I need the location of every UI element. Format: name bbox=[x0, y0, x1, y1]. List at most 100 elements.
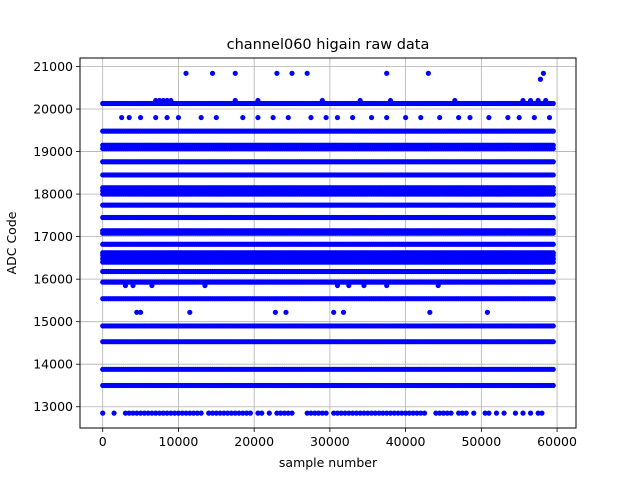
data-point bbox=[550, 382, 556, 389]
data-point bbox=[550, 366, 556, 372]
data-point bbox=[168, 410, 174, 416]
data-point bbox=[122, 410, 129, 416]
data-point bbox=[403, 410, 409, 416]
data-point bbox=[331, 309, 337, 315]
data-point bbox=[361, 410, 367, 416]
data-point bbox=[221, 410, 227, 416]
data-point bbox=[213, 410, 219, 416]
data-point bbox=[471, 410, 477, 416]
data-point bbox=[493, 410, 500, 416]
data-point bbox=[111, 410, 117, 416]
data-point bbox=[350, 410, 356, 416]
data-point bbox=[278, 410, 284, 416]
data-point bbox=[331, 410, 337, 416]
data-point bbox=[130, 410, 136, 416]
data-point bbox=[550, 279, 556, 285]
data-point bbox=[357, 410, 363, 416]
data-point bbox=[153, 410, 159, 416]
data-point bbox=[134, 309, 140, 315]
data-point bbox=[315, 410, 322, 416]
data-point bbox=[190, 410, 197, 416]
data-point bbox=[183, 410, 189, 416]
data-point bbox=[141, 410, 147, 416]
data-point bbox=[410, 410, 416, 416]
data-point bbox=[272, 309, 278, 315]
data-point bbox=[156, 410, 163, 416]
data-point bbox=[501, 410, 507, 416]
data-point bbox=[100, 410, 106, 416]
data-point bbox=[550, 202, 556, 208]
data-point bbox=[137, 410, 144, 416]
data-point bbox=[319, 410, 325, 416]
data-point bbox=[225, 410, 231, 416]
data-point bbox=[240, 410, 246, 416]
data-point bbox=[395, 410, 401, 416]
data-point bbox=[368, 410, 375, 416]
data-point bbox=[550, 323, 556, 329]
data-point bbox=[334, 410, 341, 416]
data-point bbox=[266, 410, 272, 416]
data-point bbox=[376, 410, 382, 416]
data-point bbox=[217, 410, 223, 416]
data-point bbox=[550, 228, 556, 234]
data-point bbox=[437, 410, 443, 416]
data-point bbox=[433, 410, 439, 416]
data-point bbox=[342, 410, 348, 416]
data-point bbox=[484, 309, 490, 315]
data-point bbox=[456, 410, 462, 416]
data-point bbox=[283, 309, 289, 315]
data-point bbox=[134, 410, 140, 416]
data-point bbox=[164, 410, 170, 416]
data-point bbox=[308, 410, 314, 416]
data-point bbox=[232, 410, 238, 416]
data-point bbox=[550, 296, 556, 302]
data-point bbox=[209, 410, 216, 416]
data-point bbox=[274, 410, 280, 416]
data-point bbox=[228, 410, 235, 416]
data-point bbox=[289, 410, 295, 416]
data-point bbox=[421, 410, 428, 416]
data-point bbox=[179, 410, 185, 416]
data-point bbox=[550, 214, 556, 221]
data-point bbox=[387, 410, 394, 416]
data-point bbox=[512, 410, 519, 416]
data-point bbox=[312, 410, 318, 416]
data-point bbox=[539, 410, 545, 416]
data-point bbox=[172, 410, 178, 416]
data-point bbox=[550, 268, 556, 275]
data-point bbox=[126, 410, 132, 416]
data-point bbox=[550, 185, 556, 191]
data-point bbox=[520, 410, 526, 416]
data-point bbox=[346, 410, 352, 416]
data-point bbox=[527, 410, 534, 416]
data-point bbox=[459, 410, 466, 416]
data-point bbox=[285, 410, 291, 416]
data-point bbox=[384, 410, 390, 416]
data-point bbox=[137, 309, 144, 315]
data-point bbox=[247, 410, 253, 416]
data-point bbox=[391, 410, 397, 416]
data-point bbox=[550, 250, 556, 256]
data-point bbox=[482, 410, 488, 416]
data-point bbox=[486, 410, 492, 416]
data-point bbox=[535, 410, 541, 416]
data-point bbox=[448, 410, 454, 416]
data-point bbox=[414, 410, 420, 416]
data-points bbox=[100, 70, 556, 416]
data-point bbox=[440, 410, 447, 416]
data-point bbox=[145, 410, 151, 416]
data-point bbox=[187, 410, 193, 416]
data-point bbox=[550, 172, 556, 178]
data-point bbox=[406, 410, 412, 416]
data-point bbox=[550, 339, 556, 345]
data-point bbox=[160, 410, 166, 416]
data-point bbox=[418, 410, 424, 416]
data-point bbox=[244, 410, 250, 416]
data-point bbox=[380, 410, 386, 416]
data-point bbox=[340, 309, 347, 315]
data-point bbox=[550, 241, 556, 247]
data-point bbox=[259, 410, 265, 416]
data-point bbox=[175, 410, 182, 416]
data-point bbox=[399, 410, 405, 416]
